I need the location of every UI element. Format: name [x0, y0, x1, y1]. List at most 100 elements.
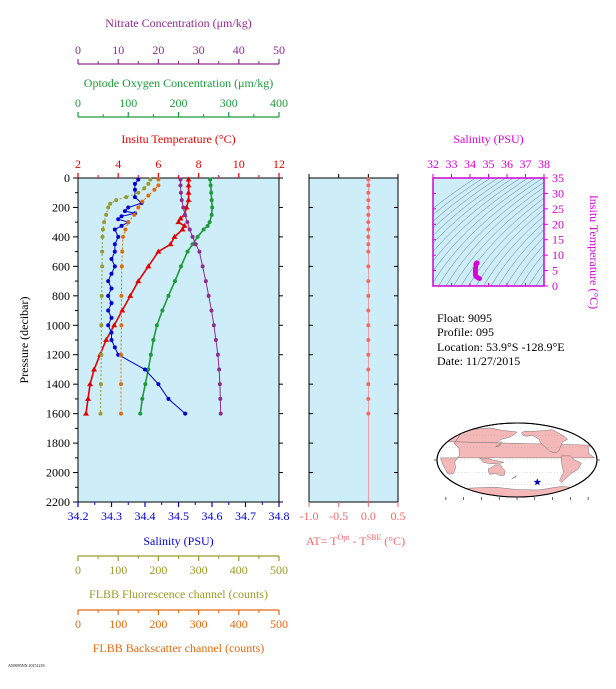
delta-t-point — [366, 308, 371, 313]
oxygen-series — [138, 177, 215, 416]
pressure-tick-label: 1400 — [46, 377, 70, 391]
temperature-series — [83, 176, 192, 416]
ts-density-contour — [543, 284, 544, 286]
oxygen-tick-label: 0 — [75, 96, 81, 110]
salinity-tick-label: 34.8 — [269, 509, 290, 523]
world-map — [434, 422, 600, 500]
fluorescence-point — [104, 212, 109, 217]
salinity-point — [132, 187, 137, 192]
fluorescence-point — [146, 181, 151, 186]
ts-density-contour — [483, 215, 544, 286]
ts-x-tick-label: 36 — [501, 157, 513, 171]
salinity-point — [116, 217, 121, 222]
delta-t-panel: -1.0 -0.5 0.0 0.5 AT= TOpt - TSBE (°C) — [300, 174, 406, 548]
fluorescence-point — [102, 220, 107, 225]
oxygen-axis: 0 100 200 300 400 Optode Oxygen Concentration… — [75, 76, 288, 118]
ts-density-contour — [445, 187, 544, 286]
oxygen-point — [210, 205, 215, 210]
temperature-point — [111, 322, 118, 328]
fluorescence-point — [98, 411, 103, 416]
oxygen-point — [205, 223, 210, 228]
backscatter-tick-label: 500 — [270, 617, 288, 631]
salinity-tick-label: 34.5 — [168, 509, 189, 523]
float-info: Float: 9095 Profile: 095 Location: 53.9°… — [437, 311, 565, 368]
backscatter-point — [140, 199, 145, 204]
nitrate-point — [218, 396, 223, 401]
nitrate-point — [178, 183, 183, 188]
oxygen-point — [209, 198, 214, 203]
backscatter-point — [119, 411, 124, 416]
backscatter-point — [126, 220, 131, 225]
delta-t-plot-area — [308, 177, 399, 503]
nitrate-point — [209, 308, 214, 313]
temperature-point — [87, 381, 94, 387]
oxygen-tick-label: 400 — [270, 96, 288, 110]
salinity-point — [109, 257, 114, 261]
nitrate-tick-label: 20 — [152, 43, 164, 57]
salinity-axis-title: Salinity (PSU) — [143, 534, 213, 548]
salinity-point — [132, 195, 137, 200]
info-profile: Profile: 095 — [437, 325, 494, 339]
delta-t-point — [366, 177, 371, 182]
temperature-point — [177, 215, 184, 221]
nitrate-point — [197, 249, 202, 254]
ts-density-contour — [528, 262, 544, 286]
fluorescence-tick-label: 500 — [270, 563, 288, 577]
nitrate-tick-label: 40 — [233, 43, 245, 57]
map-landmass-south-america — [559, 455, 582, 483]
map-landmass-japan — [495, 441, 502, 447]
temperature-point — [179, 226, 186, 232]
ts-density-contour — [433, 178, 499, 229]
temperature-point — [145, 263, 152, 269]
temperature-tick-label: 6 — [155, 157, 161, 171]
fluorescence-series — [98, 177, 153, 416]
map-landmass-new-zealand — [511, 475, 517, 480]
nitrate-series — [178, 177, 223, 416]
salinity-point — [116, 352, 121, 357]
info-float: Float: 9095 — [437, 311, 492, 325]
salinity-point — [112, 227, 117, 232]
nitrate-point — [217, 367, 222, 372]
map-landmass-indonesia — [479, 457, 504, 464]
salinity-point — [109, 338, 114, 342]
delta-t-tick-label: -1.0 — [300, 509, 319, 523]
nitrate-point — [203, 279, 208, 284]
main-profile-panel: 0200400600800100012001400160018002000220… — [17, 16, 290, 655]
ts-x-tick-label: 38 — [538, 157, 550, 171]
ts-x-axis-title: Salinity (PSU) — [453, 132, 523, 146]
salinity-point — [112, 249, 117, 254]
temperature-point — [175, 219, 182, 225]
delta-t-point — [366, 367, 371, 372]
nitrate-point — [217, 382, 222, 387]
info-date: Date: 11/27/2015 — [437, 354, 520, 368]
salinity-point — [109, 271, 114, 276]
salinity-point — [109, 330, 114, 335]
nitrate-point — [185, 220, 190, 225]
salinity-point — [109, 301, 114, 306]
temperature-point — [171, 233, 178, 239]
delta-t-axis-title-part: AT= T — [306, 534, 338, 548]
salinity-point — [119, 214, 124, 219]
oxygen-point — [209, 190, 214, 195]
backscatter-tick-label: 200 — [149, 617, 167, 631]
ts-density-contour — [433, 178, 507, 236]
nitrate-tick-label: 30 — [193, 43, 205, 57]
temperature-point — [181, 222, 188, 228]
ts-y-tick-label: 15 — [552, 233, 564, 247]
salinity-tick-label: 34.2 — [68, 509, 89, 523]
nitrate-point — [181, 205, 186, 210]
oxygen-point — [185, 249, 190, 254]
temperature-point — [155, 248, 162, 254]
pressure-tick-label: 200 — [52, 200, 70, 214]
salinity-point — [156, 382, 161, 387]
backscatter-tick-label: 300 — [190, 617, 208, 631]
pressure-tick-label: 1000 — [46, 318, 70, 332]
backscatter-tick-label: 100 — [109, 617, 127, 631]
backscatter-series — [119, 177, 161, 416]
temperature-tick-label: 10 — [233, 157, 245, 171]
ts-density-contour — [433, 178, 537, 272]
backscatter-point — [119, 382, 124, 387]
oxygen-tick-label: 200 — [170, 96, 188, 110]
ts-x-tick-label: 35 — [483, 157, 495, 171]
